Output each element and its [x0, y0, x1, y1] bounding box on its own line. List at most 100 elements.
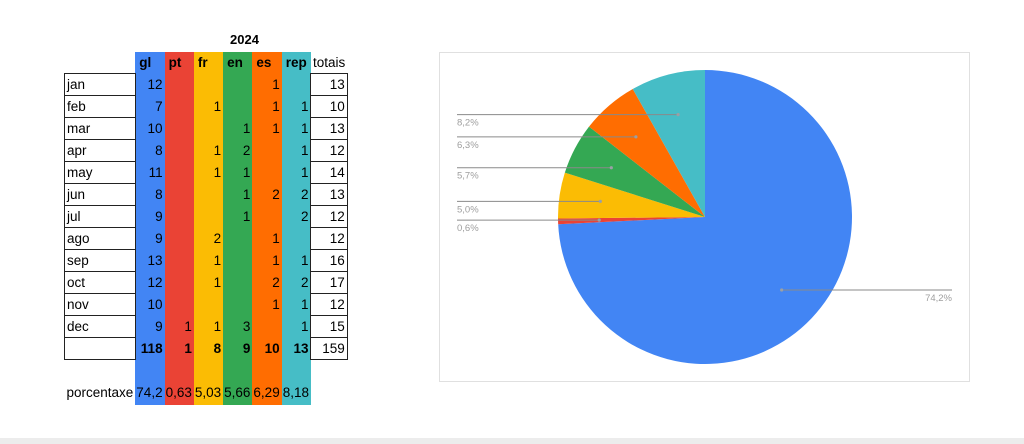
cell-gl: 8 — [135, 139, 165, 162]
table-row: ago 9 2 1 12 — [64, 227, 348, 250]
row-total: 12 — [310, 293, 348, 316]
row-total: 12 — [310, 227, 348, 250]
cell-rep: 2 — [281, 205, 311, 228]
spacer-cell — [311, 360, 347, 380]
cell-pt — [164, 95, 194, 118]
bottom-divider — [0, 438, 1024, 444]
cell-en: 1 — [223, 117, 253, 140]
cell-gl: 10 — [135, 293, 165, 316]
cell-fr: 2 — [193, 227, 224, 250]
percent-label: porcentaxe — [66, 384, 134, 400]
cell-en — [223, 249, 253, 272]
slice-percent-text: 8,2% — [457, 118, 479, 129]
slice-label-gl: 74,2% — [780, 288, 953, 304]
slice-label-en: 5,7% — [457, 166, 613, 182]
cell-gl: 9 — [135, 315, 165, 338]
cell-gl: 9 — [135, 227, 165, 250]
percent-fr: 5,03 — [193, 379, 224, 405]
cell-es — [252, 161, 282, 184]
cell-rep: 1 — [281, 161, 311, 184]
row-total: 13 — [310, 73, 348, 96]
header-en: en — [223, 52, 253, 74]
leader-dot — [597, 218, 601, 222]
slice-label-fr: 5,0% — [457, 199, 602, 215]
leader-dot — [634, 135, 638, 139]
leader-dot — [676, 113, 680, 117]
pie-slice-gl — [558, 70, 852, 365]
spacer-cell — [193, 359, 224, 379]
cell-es: 1 — [252, 73, 282, 96]
row-total: 14 — [310, 161, 348, 184]
cell-pt — [164, 249, 194, 272]
slice-percent-text: 5,0% — [457, 204, 479, 215]
table-row: sep 13 1 1 1 16 — [64, 249, 348, 272]
cell-es: 2 — [252, 183, 282, 206]
sum-es: 10 — [252, 337, 282, 360]
cell-es: 1 — [252, 95, 282, 118]
language-count-table: gl pt fr en es rep totais jan 12 1 13 feb 7 1 1 1 10 mar 1… — [64, 52, 348, 405]
percent-empty-cell — [311, 379, 347, 405]
cell-es: 1 — [252, 249, 282, 272]
pie-slice-pt — [558, 217, 705, 225]
table-row: jun 8 1 2 2 13 — [64, 183, 348, 206]
spacer-cell — [164, 359, 194, 379]
cell-fr: 1 — [193, 315, 224, 338]
slice-percent-text: 6,3% — [457, 140, 479, 151]
row-total: 12 — [310, 205, 348, 228]
cell-rep: 1 — [281, 95, 311, 118]
header-gl: gl — [135, 52, 165, 74]
cell-pt — [164, 161, 194, 184]
month-label: jun — [64, 183, 136, 206]
leader-dot — [609, 166, 613, 170]
cell-gl: 10 — [135, 117, 165, 140]
cell-gl: 8 — [135, 183, 165, 206]
table-row: nov 10 1 1 12 — [64, 293, 348, 316]
spacer-cell — [252, 359, 282, 379]
cell-es: 1 — [252, 293, 282, 316]
sum-row: 118 1 8 9 10 13 159 — [64, 337, 348, 360]
slice-label-es: 6,3% — [457, 135, 638, 151]
table-row: may 11 1 1 1 14 — [64, 161, 348, 184]
row-total: 13 — [310, 183, 348, 206]
month-label: sep — [64, 249, 136, 272]
cell-fr: 1 — [193, 161, 224, 184]
cell-gl: 9 — [135, 205, 165, 228]
header-pt: pt — [164, 52, 194, 74]
row-total: 13 — [310, 117, 348, 140]
cell-es: 2 — [252, 271, 282, 294]
sum-pt: 1 — [164, 337, 194, 360]
cell-rep: 1 — [281, 139, 311, 162]
cell-pt — [164, 73, 194, 96]
month-label: apr — [64, 139, 136, 162]
cell-pt — [164, 205, 194, 228]
month-label: feb — [64, 95, 136, 118]
table-row: apr 8 1 2 1 12 — [64, 139, 348, 162]
cell-en — [223, 271, 253, 294]
spacer-row — [65, 359, 348, 380]
leader-dot — [780, 288, 784, 292]
cell-en — [223, 227, 253, 250]
pie-slice-rep — [632, 70, 705, 217]
month-label: mar — [64, 117, 136, 140]
cell-fr — [193, 205, 224, 228]
cell-en — [223, 73, 253, 96]
cell-gl: 7 — [135, 95, 165, 118]
cell-rep — [281, 227, 311, 250]
cell-fr — [193, 293, 224, 316]
cell-es: 1 — [252, 117, 282, 140]
row-total: 17 — [310, 271, 348, 294]
sum-label-cell — [64, 337, 136, 360]
cell-gl: 12 — [135, 73, 165, 96]
row-total: 12 — [310, 139, 348, 162]
header-rep: rep — [281, 52, 311, 74]
cell-pt — [164, 183, 194, 206]
row-total: 10 — [310, 95, 348, 118]
month-label: may — [64, 161, 136, 184]
cell-es — [252, 315, 282, 338]
pie-chart: 74,2% 0,6% 5,0% 5,7% 6,3% 8,2% — [457, 70, 953, 365]
sum-rep: 13 — [281, 337, 311, 360]
cell-rep: 1 — [281, 117, 311, 140]
month-label: nov — [64, 293, 136, 316]
cell-pt: 1 — [164, 315, 194, 338]
cell-fr — [193, 73, 224, 96]
